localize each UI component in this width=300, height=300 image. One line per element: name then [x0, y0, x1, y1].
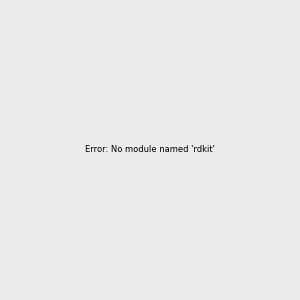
Text: Error: No module named 'rdkit': Error: No module named 'rdkit' [85, 146, 215, 154]
